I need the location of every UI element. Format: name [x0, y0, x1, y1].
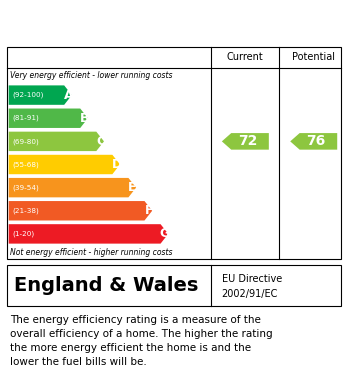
Polygon shape — [9, 132, 104, 151]
Text: (21-38): (21-38) — [12, 208, 39, 214]
Text: G: G — [160, 228, 170, 240]
Text: (69-80): (69-80) — [12, 138, 39, 145]
Text: D: D — [111, 158, 122, 171]
Text: (1-20): (1-20) — [12, 231, 34, 237]
Text: Potential: Potential — [292, 52, 335, 62]
Text: F: F — [144, 204, 153, 217]
Polygon shape — [9, 201, 152, 221]
Polygon shape — [9, 85, 72, 105]
Polygon shape — [290, 133, 337, 150]
Text: (55-68): (55-68) — [12, 161, 39, 168]
Polygon shape — [222, 133, 269, 150]
Polygon shape — [9, 178, 136, 197]
Text: (39-54): (39-54) — [12, 185, 39, 191]
Text: A: A — [64, 89, 73, 102]
Text: 2002/91/EC: 2002/91/EC — [222, 289, 278, 299]
Text: B: B — [80, 112, 89, 125]
Text: 76: 76 — [307, 135, 326, 148]
Polygon shape — [9, 224, 168, 244]
Text: Energy Efficiency Rating: Energy Efficiency Rating — [9, 14, 230, 29]
Text: The energy efficiency rating is a measure of the
overall efficiency of a home. T: The energy efficiency rating is a measur… — [10, 315, 273, 367]
Text: EU Directive: EU Directive — [222, 274, 282, 284]
Text: (81-91): (81-91) — [12, 115, 39, 122]
Text: Current: Current — [227, 52, 264, 62]
Polygon shape — [9, 109, 88, 128]
Text: C: C — [96, 135, 105, 148]
Text: E: E — [128, 181, 137, 194]
Text: Not energy efficient - higher running costs: Not energy efficient - higher running co… — [10, 248, 173, 256]
Text: England & Wales: England & Wales — [14, 276, 198, 295]
Text: Very energy efficient - lower running costs: Very energy efficient - lower running co… — [10, 71, 173, 80]
Polygon shape — [9, 155, 120, 174]
Text: 72: 72 — [238, 135, 258, 148]
Text: (92-100): (92-100) — [12, 92, 44, 99]
